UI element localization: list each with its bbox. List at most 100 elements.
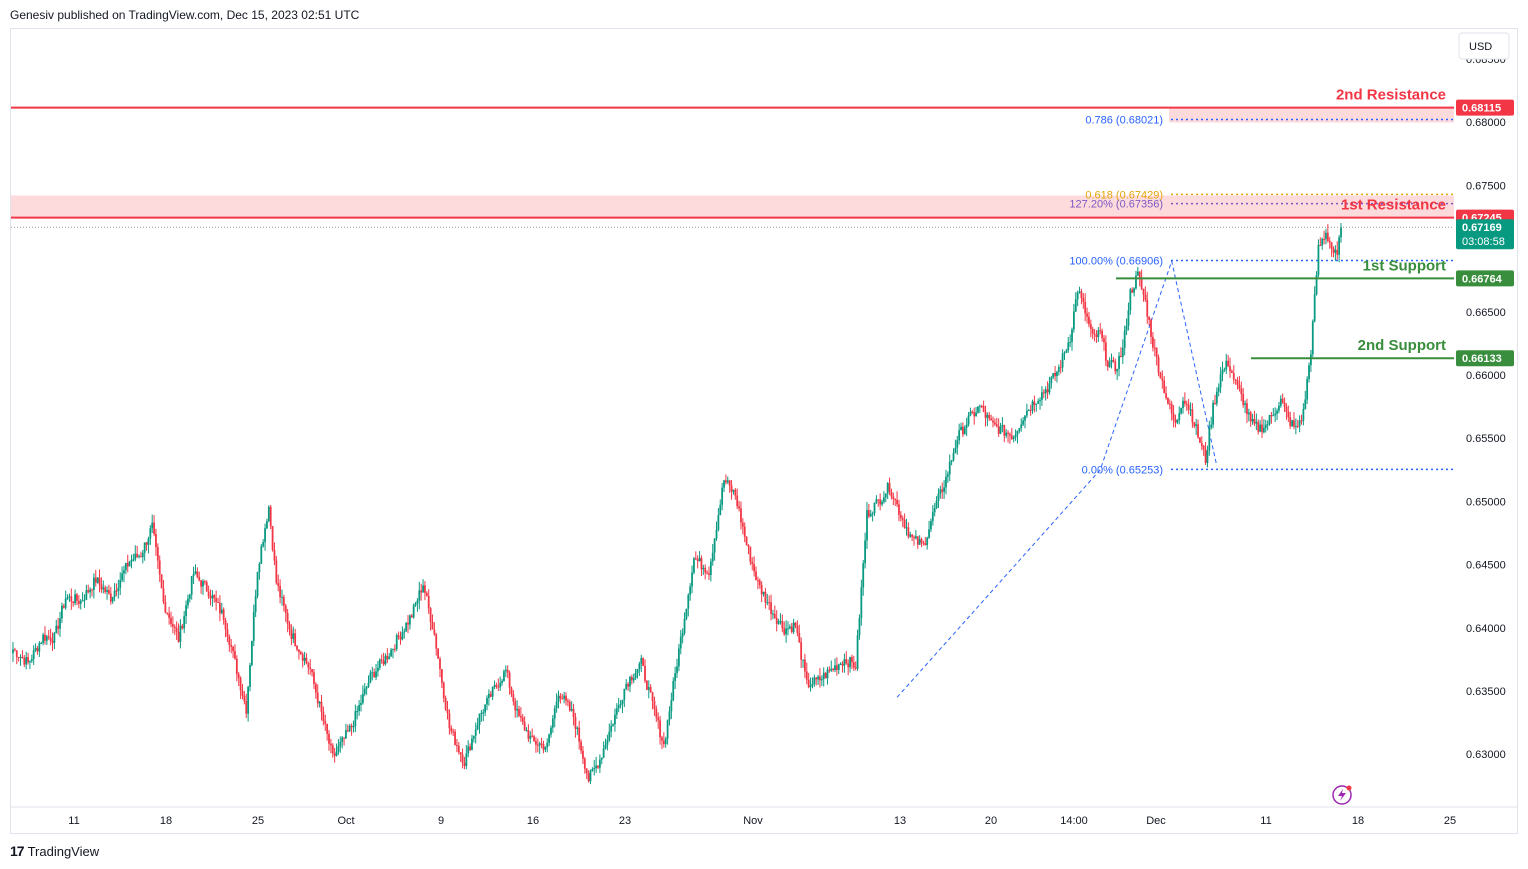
- candle: [1136, 267, 1139, 277]
- candle: [412, 603, 415, 619]
- candle: [38, 641, 41, 657]
- candle-body: [1189, 409, 1192, 411]
- candle: [1142, 288, 1145, 302]
- candle: [277, 574, 280, 592]
- candle-body: [55, 625, 58, 633]
- candle: [593, 759, 596, 776]
- resistance-zone-1: [11, 195, 1454, 218]
- candle-body: [715, 529, 718, 539]
- candle-body: [117, 587, 120, 592]
- candle-body: [1291, 420, 1293, 426]
- candle-body: [207, 591, 210, 597]
- candle-body: [275, 560, 278, 583]
- candle: [435, 632, 438, 656]
- candle-body: [982, 405, 985, 412]
- candle-body: [1274, 413, 1277, 416]
- candle: [1274, 407, 1277, 423]
- candle-body: [804, 659, 806, 672]
- candle: [1215, 387, 1218, 407]
- chart-panel[interactable]: 0.786 (0.68021) 0.618 (0.67429) 127.20% (0…: [10, 28, 1518, 834]
- candle: [1050, 375, 1053, 389]
- candle-body: [728, 480, 731, 486]
- candle: [715, 521, 718, 541]
- candle-body: [928, 529, 930, 538]
- currency-button[interactable]: USD: [1458, 32, 1510, 60]
- candle-body: [298, 649, 300, 652]
- candle: [1114, 358, 1117, 375]
- candle-body: [155, 533, 157, 548]
- candle-body: [230, 644, 233, 647]
- candle: [12, 642, 14, 662]
- candle: [1225, 353, 1228, 374]
- candle-body: [1270, 415, 1273, 417]
- candle: [456, 739, 458, 753]
- support-label: 1st Support: [1363, 257, 1446, 274]
- time-tick-label: 9: [438, 815, 444, 827]
- candle-body: [553, 708, 556, 719]
- candle-body: [527, 730, 530, 739]
- candle: [845, 651, 848, 665]
- lightning-icon[interactable]: [1332, 785, 1352, 805]
- candle-body: [726, 480, 729, 483]
- candle: [350, 723, 353, 736]
- candle-body: [29, 660, 31, 663]
- candle: [371, 666, 374, 681]
- candle: [194, 564, 197, 575]
- candle-body: [781, 621, 784, 629]
- time-tick-label: Oct: [337, 815, 354, 827]
- candle: [1052, 372, 1055, 380]
- candle: [984, 405, 987, 427]
- candle: [1244, 400, 1246, 413]
- candle: [254, 589, 257, 618]
- candle-body: [941, 489, 944, 492]
- candle-body: [68, 596, 71, 598]
- candle-body: [371, 672, 374, 674]
- candle: [1231, 369, 1233, 374]
- price-chart[interactable]: 0.786 (0.68021) 0.618 (0.67429)127.20% (0…: [11, 29, 1517, 833]
- candle-body: [978, 405, 981, 407]
- candle-body: [77, 600, 80, 604]
- candle-body: [277, 582, 280, 587]
- candle-body: [53, 632, 56, 643]
- candle-body: [390, 649, 392, 657]
- candle: [1018, 428, 1021, 434]
- candle-body: [1138, 271, 1141, 279]
- candle: [1294, 418, 1297, 435]
- candle: [952, 448, 955, 462]
- candle: [266, 518, 268, 530]
- candle-body: [986, 414, 989, 418]
- time-tick-label: 25: [1444, 815, 1456, 827]
- candle: [679, 629, 682, 655]
- candle: [271, 525, 274, 552]
- candle-body: [454, 731, 456, 745]
- candle-body: [113, 590, 116, 597]
- candle: [1285, 403, 1288, 420]
- candle: [1304, 390, 1307, 410]
- candle-body: [284, 605, 287, 614]
- candle-body: [1219, 374, 1222, 388]
- candle: [837, 663, 840, 675]
- candle-body: [595, 765, 598, 769]
- candle: [136, 545, 139, 558]
- candle: [809, 677, 812, 692]
- candle: [234, 644, 236, 660]
- candle-body: [45, 636, 48, 641]
- candle: [1206, 445, 1209, 468]
- candle-body: [706, 572, 708, 574]
- candle: [1144, 286, 1147, 302]
- candle: [988, 412, 991, 421]
- candle: [1086, 307, 1088, 324]
- candle: [247, 685, 250, 722]
- candle-body: [412, 605, 415, 618]
- time-tick-label: 16: [527, 815, 539, 827]
- candle-body: [544, 747, 547, 750]
- candle: [888, 477, 891, 496]
- candle-body: [1135, 275, 1137, 289]
- candle: [867, 503, 870, 519]
- candle-body: [950, 460, 953, 462]
- price-badges: 0.681150.672450.667640.661330.6716903:08…: [1456, 99, 1514, 367]
- candle-body: [179, 625, 182, 642]
- candle: [399, 631, 402, 645]
- candle-body: [1221, 370, 1224, 375]
- candle-body: [1217, 387, 1220, 392]
